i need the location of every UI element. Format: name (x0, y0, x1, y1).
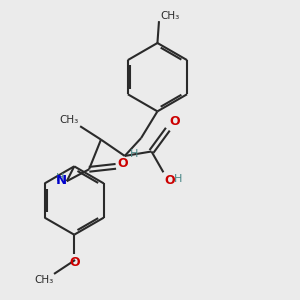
Text: H: H (130, 148, 139, 159)
Text: CH₃: CH₃ (59, 115, 79, 125)
Text: O: O (69, 256, 80, 268)
Text: O: O (169, 115, 180, 128)
Text: O: O (165, 174, 175, 187)
Text: O: O (117, 158, 128, 170)
Text: N: N (56, 174, 67, 187)
Text: H: H (56, 172, 64, 183)
Text: CH₃: CH₃ (34, 275, 53, 285)
Text: H: H (174, 174, 182, 184)
Text: CH₃: CH₃ (160, 11, 180, 21)
